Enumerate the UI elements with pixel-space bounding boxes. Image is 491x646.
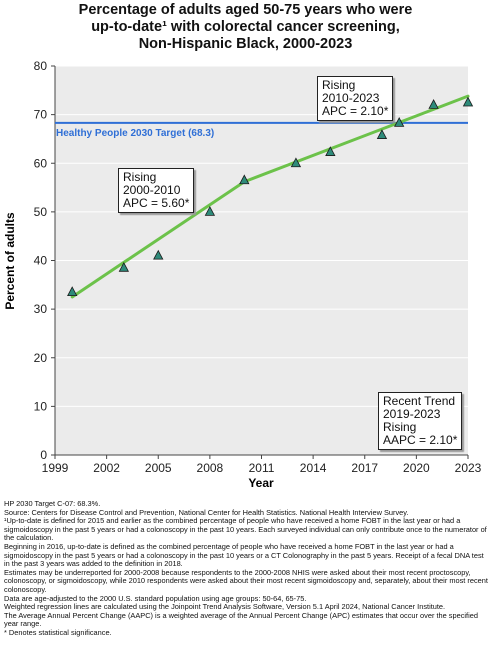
y-tick-label: 50 — [34, 205, 48, 219]
trend-segment — [242, 94, 470, 184]
title-line-1: Percentage of adults aged 50-75 years wh… — [78, 2, 413, 18]
annotation-line: 2019-2023 — [383, 407, 441, 421]
footnote: Beginning in 2016, up-to-date is defined… — [4, 541, 484, 569]
x-tick-label: 1999 — [42, 461, 69, 475]
trend-lines — [70, 94, 470, 299]
data-point-marker — [462, 96, 474, 107]
footnotes: HP 2030 Target C-07: 68.3%. Source: Cent… — [4, 499, 488, 638]
annotation-line: 2000-2010 — [123, 183, 181, 197]
footnote: HP 2030 Target C-07: 68.3%. — [4, 499, 101, 508]
annotation-line: Rising — [123, 170, 157, 184]
y-tick-label: 20 — [34, 351, 48, 365]
gridlines — [55, 65, 468, 407]
annotation-line: Rising — [383, 420, 417, 434]
y-tick-label: 40 — [34, 254, 48, 268]
footnote: Data are age-adjusted to the 2000 U.S. s… — [4, 593, 307, 603]
y-tick-label: 70 — [34, 108, 48, 122]
footnote: Source: Centers for Disease Control and … — [4, 507, 409, 517]
y-tick-label: 60 — [34, 156, 48, 170]
data-point-marker — [325, 146, 336, 156]
annotation-line: Rising — [322, 78, 356, 92]
data-point-marker — [153, 249, 164, 260]
y-tick-label: 30 — [34, 302, 48, 316]
data-point-marker — [376, 129, 388, 139]
chart-title: Percentage of adults aged 50-75 years wh… — [0, 2, 491, 53]
x-axis-ticks: 1999 2002 2005 2008 2011 2014 2017 2020 2023 — [42, 455, 482, 475]
annotation-line: AAPC = 2.10* — [383, 433, 458, 447]
data-point-marker — [67, 286, 78, 297]
data-points — [67, 96, 474, 297]
data-point-marker — [204, 206, 216, 216]
annotation-line: APC = 2.10* — [322, 104, 389, 118]
line-chart: 1999 2002 2005 2008 2011 2014 2017 2020 2023 0 10… — [3, 59, 482, 490]
annotation-2000-2010: Rising 2000-2010 APC = 5.60* — [118, 168, 195, 213]
target-line-label: Healthy People 2030 Target (68.3) — [56, 128, 215, 139]
footnote: The Average Annual Percent Change (AAPC)… — [4, 610, 478, 629]
title-line-3: Non-Hispanic Black, 2000-2023 — [138, 36, 353, 52]
data-point-marker — [118, 261, 129, 272]
y-tick-label: 0 — [40, 448, 47, 462]
x-tick-label: 2005 — [145, 461, 172, 475]
x-tick-label: 2002 — [93, 461, 120, 475]
trend-segment — [70, 180, 246, 299]
annotation-2010-2023: Rising 2010-2023 APC = 2.10* — [317, 76, 394, 121]
y-tick-label: 80 — [34, 59, 48, 73]
x-tick-label: 2011 — [249, 461, 275, 475]
y-axis-ticks: 0 10 20 30 40 50 60 70 80 — [34, 59, 55, 462]
data-point-marker — [290, 157, 302, 168]
annotation-line: Recent Trend — [383, 394, 456, 408]
annotation-recent-trend: Recent Trend 2019-2023 Rising AAPC = 2.1… — [378, 392, 463, 450]
title-line-2: up-to-date¹ with colorectal cancer scree… — [91, 19, 400, 35]
y-axis-label: Percent of adults — [3, 212, 17, 310]
data-point-marker — [428, 99, 439, 109]
x-tick-label: 2017 — [351, 461, 378, 475]
x-tick-label: 2020 — [403, 461, 430, 475]
annotation-line: 2010-2023 — [322, 91, 380, 105]
footnote: Estimates may be underreported for 2000-… — [4, 567, 488, 594]
footnote: Weighted regression lines are calculated… — [4, 602, 446, 612]
x-tick-label: 2008 — [197, 461, 224, 475]
annotation-line: APC = 5.60* — [123, 196, 190, 210]
footnote: * Denotes statistical significance. — [4, 627, 112, 637]
data-point-marker — [239, 174, 250, 185]
x-tick-label: 2014 — [300, 461, 327, 475]
x-tick-label: 2023 — [455, 461, 482, 475]
x-axis-label: Year — [248, 476, 274, 490]
y-tick-label: 10 — [34, 399, 48, 413]
data-point-marker — [394, 117, 405, 127]
footnote: ¹Up-to-date is defined for 2015 and earl… — [4, 516, 487, 543]
